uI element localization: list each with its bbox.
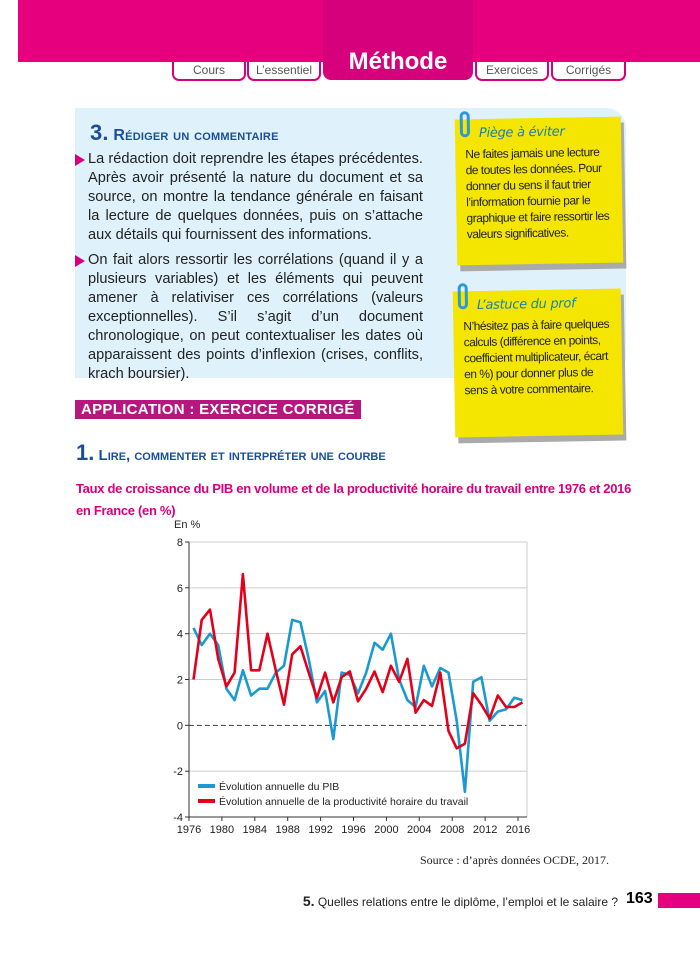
section-heading: 3. Rédiger un commentaire <box>90 120 279 146</box>
bullet-triangle-icon <box>75 255 85 267</box>
y-tick-label: -2 <box>173 766 183 778</box>
page-bar <box>658 893 700 908</box>
x-tick-label: 1988 <box>275 824 299 836</box>
x-tick-label: 2016 <box>506 824 530 836</box>
y-tick-label: 0 <box>177 720 183 732</box>
legend-label: Évolution annuelle de la productivité ho… <box>219 795 468 808</box>
x-tick-label: 2004 <box>407 824 431 836</box>
y-tick-label: -4 <box>173 812 183 824</box>
y-tick-label: 8 <box>177 537 183 549</box>
y-axis-label: En % <box>174 519 201 531</box>
tab-methode[interactable]: Méthode <box>323 0 473 80</box>
legend-label: Évolution annuelle du PIB <box>219 780 339 793</box>
section-title: Rédiger un commentaire <box>113 127 279 144</box>
x-tick-label: 2012 <box>473 824 497 836</box>
y-tick-label: 2 <box>177 675 183 687</box>
series-line-pib <box>192 618 523 794</box>
footer-chapter: 5. Quelles relations entre le diplôme, l… <box>303 893 618 909</box>
x-tick-label: 1976 <box>177 824 201 836</box>
chapter-number: 5. <box>302 893 315 909</box>
x-tick-label: 1984 <box>243 824 267 836</box>
exercise-number: 1. <box>76 440 95 465</box>
chart-title: Taux de croissance du PIB en volume et d… <box>76 481 632 518</box>
page-number: 163 <box>626 890 653 907</box>
paragraph: On fait alors ressortir les corrélations… <box>75 251 423 384</box>
paragraph-text: On fait alors ressortir les corrélations… <box>88 252 423 382</box>
tab-corriges[interactable]: Corrigés <box>551 62 626 81</box>
chart-source: Source : d’après données OCDE, 2017. <box>420 853 609 867</box>
paragraph: La rédaction doit reprendre les étapes p… <box>75 150 423 245</box>
y-tick-label: 6 <box>177 583 183 595</box>
y-tick-label: 4 <box>177 629 183 641</box>
tab-essentiel[interactable]: L’essentiel <box>247 62 321 81</box>
bullet-triangle-icon <box>75 154 85 166</box>
section-body: La rédaction doit reprendre les étapes p… <box>75 150 423 390</box>
x-tick-label: 1980 <box>210 824 234 836</box>
x-tick-label: 1992 <box>308 824 332 836</box>
x-tick-label: 1996 <box>341 824 365 836</box>
x-tick-label: 2000 <box>374 824 398 836</box>
application-banner: APPLICATION : EXERCICE CORRIGÉ <box>75 400 361 419</box>
paragraph-text: La rédaction doit reprendre les étapes p… <box>88 151 423 243</box>
tab-methode-label: Méthode <box>348 48 448 75</box>
exercise-heading: 1. Lire, commenter et interpréter une co… <box>76 440 386 466</box>
tab-exercices[interactable]: Exercices <box>475 62 549 81</box>
series-line-productivite <box>192 572 524 750</box>
section-number: 3. <box>90 120 109 145</box>
x-tick-label: 2008 <box>440 824 464 836</box>
tab-cours[interactable]: Cours <box>172 62 246 81</box>
exercise-title: Lire, commenter et interpréter une courb… <box>98 447 386 464</box>
chapter-title: Quelles relations entre le diplôme, l’em… <box>317 895 618 909</box>
